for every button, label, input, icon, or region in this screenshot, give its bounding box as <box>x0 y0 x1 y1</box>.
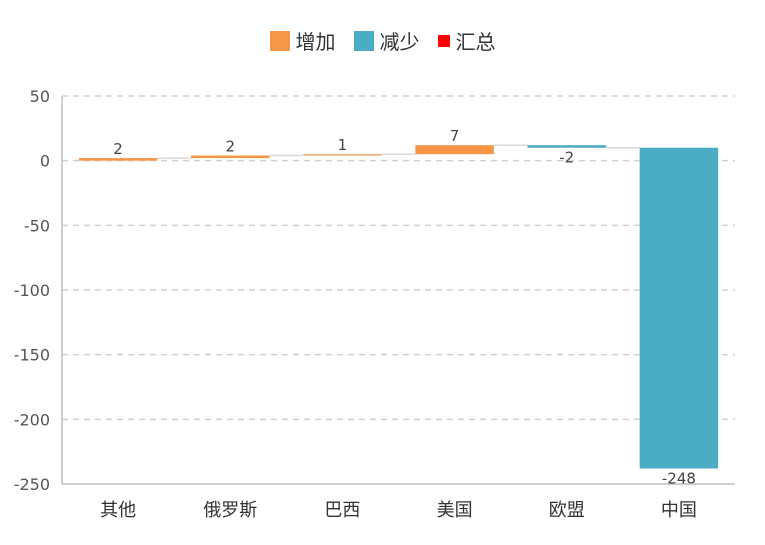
legend-label-increase: 增加 <box>295 30 336 54</box>
y-tick-label: -200 <box>14 410 50 429</box>
y-tick-label: -100 <box>14 281 50 300</box>
x-category-label: 其他 <box>100 500 136 521</box>
legend-label-decrease: 减少 <box>379 30 420 54</box>
legend-item-increase: 增加 <box>269 26 336 55</box>
bar-0 <box>78 158 158 161</box>
legend-swatch-increase <box>269 30 290 51</box>
legend-label-total: 汇总 <box>455 30 496 54</box>
data-label: 2 <box>225 137 235 155</box>
legend: 增加 减少 汇总 <box>0 26 765 55</box>
bar-1 <box>190 155 270 159</box>
data-label: 7 <box>450 127 460 145</box>
data-label: -248 <box>662 469 696 487</box>
data-label: 2 <box>113 140 123 158</box>
x-category-label: 中国 <box>661 500 697 521</box>
data-label: -2 <box>559 149 574 167</box>
legend-item-total: 汇总 <box>437 26 496 55</box>
x-category-label: 欧盟 <box>549 500 585 521</box>
x-category-label: 美国 <box>437 500 473 521</box>
y-tick-label: -50 <box>24 216 50 235</box>
legend-item-decrease: 减少 <box>353 26 420 55</box>
bar-5 <box>639 147 719 469</box>
y-tick-label: 50 <box>30 87 50 106</box>
bar-4 <box>527 145 607 148</box>
y-tick-label: -150 <box>14 346 50 365</box>
legend-swatch-total <box>437 34 450 47</box>
bar-3 <box>415 145 494 155</box>
x-category-label: 巴西 <box>324 500 360 521</box>
x-category-label: 俄罗斯 <box>203 500 257 521</box>
bar-2 <box>303 154 382 156</box>
data-label: 1 <box>338 136 348 154</box>
y-tick-label: -250 <box>14 475 50 494</box>
y-tick-label: 0 <box>40 152 50 171</box>
legend-swatch-decrease <box>353 30 374 51</box>
